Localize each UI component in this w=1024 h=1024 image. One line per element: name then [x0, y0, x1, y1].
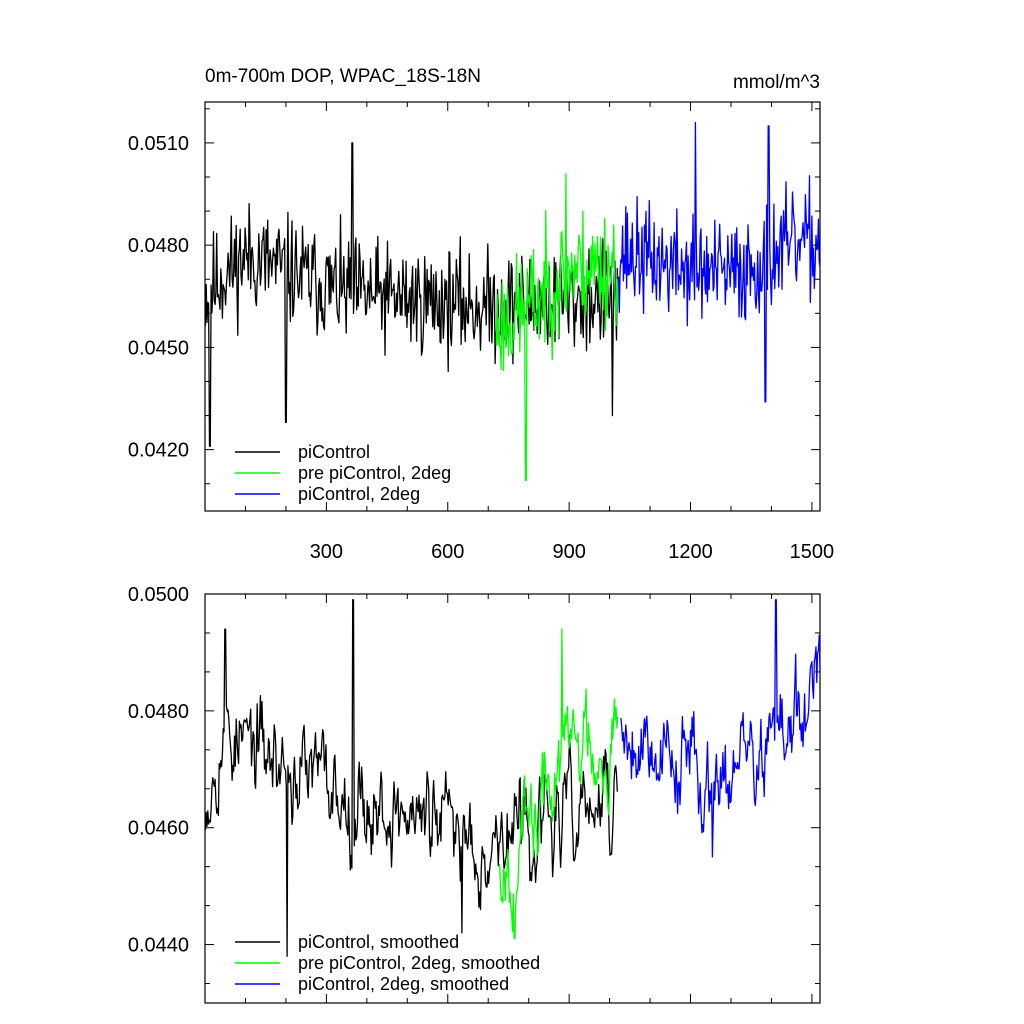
x-tick-label: 1500 — [790, 541, 835, 563]
bottom-ticks: 0.0440 0.0460 0.0480 0.0500 — [128, 584, 820, 1003]
y-tick-label: 0.0440 — [128, 935, 189, 957]
legend-label: pre piControl, 2deg — [298, 463, 451, 483]
top-ticks: 300 600 900 1200 1500 0.0420 0.0450 0.0480 0.051… — [128, 102, 834, 563]
top-panel: 0m-700m DOP, WPAC_18S-18N mmol/m^3 300 60… — [128, 66, 834, 563]
x-tick-label: 300 — [310, 541, 343, 563]
series-line-2 — [617, 121, 821, 403]
legend-label: piControl, 2deg — [298, 484, 420, 504]
series-line-2 — [620, 599, 821, 858]
x-tick-label: 900 — [552, 541, 585, 563]
legend-label: pre piControl, 2deg, smoothed — [298, 953, 540, 973]
top-plot-frame — [204, 101, 821, 512]
y-tick-label: 0.0460 — [128, 818, 189, 840]
y-tick-label: 0.0480 — [128, 235, 189, 257]
units-label: mmol/m^3 — [733, 72, 820, 93]
y-tick-label: 0.0480 — [128, 701, 189, 723]
top-panel-title: 0m-700m DOP, WPAC_18S-18N — [205, 66, 481, 87]
top-series — [204, 121, 821, 481]
series-line-1 — [498, 628, 619, 940]
legend-label: piControl, smoothed — [298, 932, 459, 952]
bottom-panel: 0.0440 0.0460 0.0480 0.0500 piControl, smoo… — [128, 584, 821, 1004]
y-tick-label: 0.0500 — [128, 584, 189, 606]
y-tick-label: 0.0420 — [128, 440, 189, 462]
legend-label: piControl — [298, 442, 370, 462]
series-line-1 — [495, 172, 619, 481]
legend-label: piControl, 2deg, smoothed — [298, 974, 509, 994]
bottom-plot-frame — [204, 593, 821, 1004]
series-line-0 — [204, 142, 618, 447]
series-line-0 — [204, 599, 618, 957]
y-tick-label: 0.0450 — [128, 337, 189, 359]
bottom-series — [204, 599, 821, 957]
y-tick-label: 0.0510 — [128, 133, 189, 155]
x-tick-label: 600 — [431, 541, 464, 563]
x-tick-label: 1200 — [668, 541, 713, 563]
